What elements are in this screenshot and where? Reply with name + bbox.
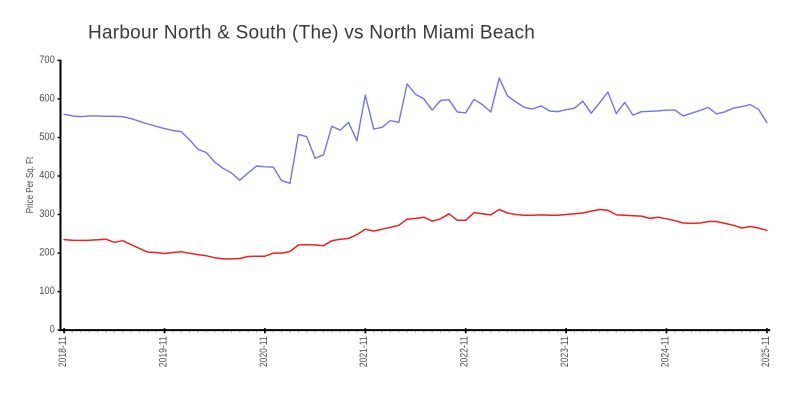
svg-text:Harbour North & South (The) vs: Harbour North & South (The) vs North Mia… — [88, 23, 535, 44]
svg-text:2023-11: 2023-11 — [559, 336, 571, 367]
svg-text:600: 600 — [39, 93, 55, 105]
svg-text:700: 700 — [39, 54, 55, 66]
svg-text:Price Per Sq. Ft: Price Per Sq. Ft — [24, 156, 35, 213]
svg-text:400: 400 — [39, 170, 55, 182]
svg-text:100: 100 — [39, 285, 55, 297]
svg-text:2025-11: 2025-11 — [760, 336, 772, 367]
svg-text:300: 300 — [39, 208, 55, 220]
svg-text:2022-11: 2022-11 — [459, 336, 471, 367]
svg-text:200: 200 — [39, 247, 55, 259]
svg-text:2018-11: 2018-11 — [57, 336, 69, 367]
svg-text:2024-11: 2024-11 — [659, 336, 671, 367]
svg-text:0: 0 — [50, 324, 55, 336]
svg-text:2019-11: 2019-11 — [157, 336, 169, 367]
svg-text:2021-11: 2021-11 — [358, 336, 370, 367]
svg-text:2020-11: 2020-11 — [258, 336, 270, 367]
svg-text:500: 500 — [39, 131, 55, 143]
